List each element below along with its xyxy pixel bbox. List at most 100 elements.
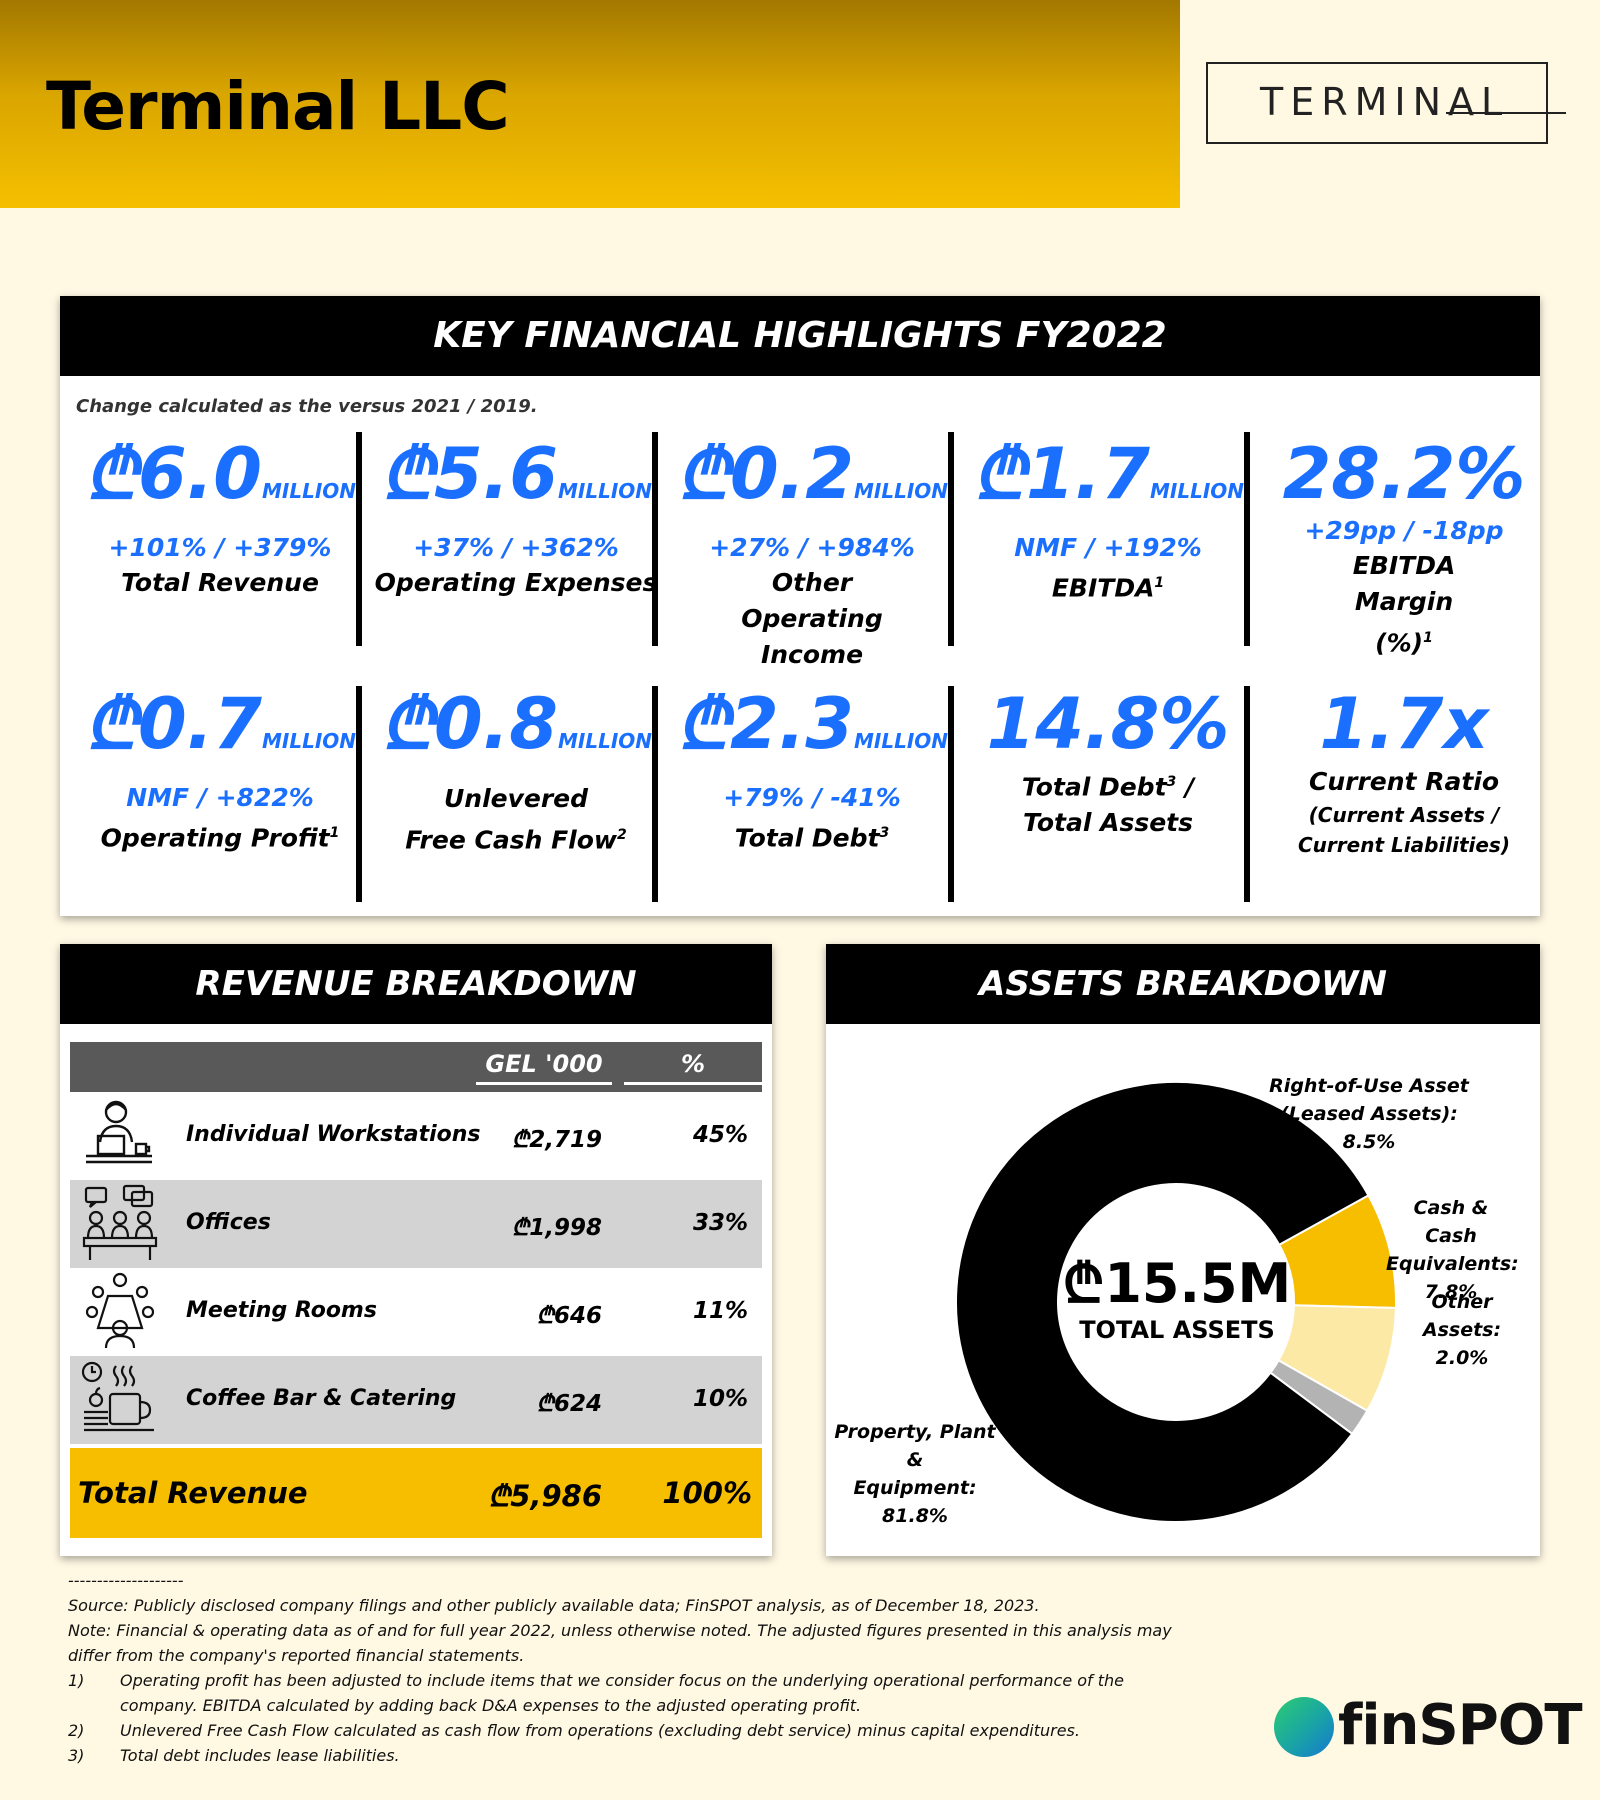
logo-text: TERMINAL — [1260, 80, 1510, 124]
total-pct: 100% — [662, 1476, 752, 1510]
metric-label: Operating Expenses — [374, 568, 658, 597]
metric-unlevered-fcf: ₾0.8MILLION Unlevered Free Cash Flow2 — [368, 684, 664, 858]
row-pct: 10% — [692, 1386, 748, 1412]
metric-operating-profit: ₾0.7MILLION NMF / +822% Operating Profit… — [72, 684, 368, 856]
metric-ebitda-margin: 28.2% +29pp / -18pp EBITDA Margin (%)1 — [1256, 434, 1552, 661]
metric-label: EBITDA1 — [1051, 573, 1165, 603]
metric-label-line1: Total Debt3 / — [1021, 772, 1195, 802]
label-ppe: Property, Plant & Equipment: 81.8% — [834, 1421, 996, 1527]
metric-value: ₾2.3MILLION — [676, 683, 948, 765]
metric-value: 1.7x — [1319, 683, 1489, 765]
metric-value: ₾0.2MILLION — [676, 433, 948, 515]
metric-value: ₾6.0MILLION — [84, 433, 356, 515]
metric-change: +27% / +984% — [709, 533, 915, 562]
footnotes: -------------------- Source: Publicly di… — [68, 1568, 1248, 1768]
row-name: Coffee Bar & Catering — [186, 1386, 457, 1411]
revenue-total-row: Total Revenue ₾5,986 100% — [70, 1448, 762, 1538]
revenue-table: GEL '000 % Individual Workstations ₾2,71… — [70, 1042, 762, 1538]
metric-label: Operating Profit1 — [100, 823, 340, 853]
metric-label: Total Assets — [1023, 808, 1193, 838]
donut-slice-property-plant-equipment — [955, 1081, 1370, 1523]
divider — [652, 686, 658, 902]
footnote-3: 3) Total debt includes lease liabilities… — [68, 1746, 400, 1765]
divider — [948, 686, 954, 902]
meeting-room-icon — [85, 1272, 155, 1349]
metric-total-revenue: ₾6.0MILLION +101% / +379% Total Revenue — [72, 434, 368, 601]
donut-center-value: ₾15.5M — [1062, 1252, 1292, 1315]
row-value: ₾624 — [536, 1391, 602, 1417]
metric-value: 28.2% — [1282, 433, 1526, 515]
metric-label: Total Revenue — [121, 568, 319, 597]
footnote-rule: -------------------- — [68, 1571, 184, 1590]
assets-breakdown-panel: ASSETS BREAKDOWN ₾15.5M TOTAL ASSETS Rig… — [826, 944, 1540, 1556]
logo-underline — [1446, 112, 1566, 114]
footnote-note-line1: Note: Financial & operating data as of a… — [68, 1621, 1172, 1640]
metric-change: NMF / +822% — [126, 783, 314, 812]
assets-title: ASSETS BREAKDOWN — [826, 944, 1540, 1024]
label-other-assets: Other Assets: 2.0% — [1422, 1291, 1502, 1369]
metric-value: ₾0.7MILLION — [84, 683, 356, 765]
metric-change: +29pp / -18pp — [1304, 516, 1504, 545]
metric-operating-expenses: ₾5.6MILLION +37% / +362% Operating Expen… — [368, 434, 664, 601]
revenue-breakdown-panel: REVENUE BREAKDOWN GEL '000 % Individual … — [60, 944, 772, 1556]
metric-label-line1: Current Ratio — [1308, 767, 1500, 796]
footnote-1: 1) Operating profit has been adjusted to… — [68, 1671, 1125, 1715]
metric-value: ₾5.6MILLION — [380, 433, 652, 515]
metric-value: ₾1.7MILLION — [972, 433, 1244, 515]
metric-label: Other Operating Income — [741, 568, 883, 669]
divider — [356, 432, 362, 646]
donut-center-label: TOTAL ASSETS — [1079, 1316, 1275, 1344]
assets-donut-chart — [955, 1081, 1397, 1523]
metric-change: NMF / +192% — [1014, 533, 1202, 562]
table-row: Coffee Bar & Catering ₾624 10% — [70, 1356, 762, 1444]
offices-icon — [82, 1184, 158, 1260]
row-name: Offices — [186, 1210, 271, 1235]
divider — [1244, 686, 1250, 902]
row-pct: 11% — [692, 1298, 748, 1324]
finspot-circle-icon — [1274, 1697, 1334, 1757]
metric-label-line1: Unlevered — [443, 784, 589, 813]
finspot-wordmark: finSPOT — [1338, 1693, 1583, 1758]
total-name: Total Revenue — [78, 1476, 308, 1510]
company-title: Terminal LLC — [46, 68, 510, 145]
divider — [652, 432, 658, 646]
metric-sub1: (Current Assets / — [1308, 803, 1500, 827]
row-name: Individual Workstations — [186, 1122, 481, 1147]
revenue-title: REVENUE BREAKDOWN — [60, 944, 772, 1024]
divider — [356, 686, 362, 902]
metric-ebitda: ₾1.7MILLION NMF / +192% EBITDA1 — [960, 434, 1256, 606]
table-row: Offices ₾1,998 33% — [70, 1180, 762, 1268]
divider — [1244, 432, 1250, 646]
header-banner: Terminal LLC — [0, 0, 1180, 208]
row-pct: 45% — [692, 1122, 748, 1148]
metric-debt-to-assets: 14.8% Total Debt3 / Total Assets — [960, 684, 1256, 841]
metric-change: +37% / +362% — [413, 533, 619, 562]
row-pct: 33% — [692, 1210, 748, 1236]
highlights-note: Change calculated as the versus 2021 / 2… — [76, 396, 538, 417]
metric-change: +101% / +379% — [108, 533, 332, 562]
metric-value: ₾0.8MILLION — [380, 683, 652, 765]
footnote-2: 2) Unlevered Free Cash Flow calculated a… — [68, 1721, 1080, 1740]
metric-label: EBITDA Margin (%)1 — [1352, 551, 1456, 658]
divider — [948, 432, 954, 646]
table-row: Meeting Rooms ₾646 11% — [70, 1268, 762, 1356]
row-name: Meeting Rooms — [186, 1298, 377, 1323]
row-value: ₾646 — [536, 1303, 602, 1329]
footnote-source: Source: Publicly disclosed company filin… — [68, 1596, 1040, 1615]
footnote-note-line2: differ from the company's reported finan… — [68, 1646, 525, 1665]
key-financial-highlights-panel: KEY FINANCIAL HIGHLIGHTS FY2022 Change c… — [60, 296, 1540, 916]
table-row: Individual Workstations ₾2,719 45% — [70, 1092, 762, 1180]
metric-value: 14.8% — [986, 683, 1230, 765]
terminal-logo: TERMINAL — [1206, 62, 1566, 144]
col-header-value: GEL '000 — [476, 1050, 612, 1085]
metric-other-operating-income: ₾0.2MILLION +27% / +984% Other Operating… — [664, 434, 960, 673]
highlights-title: KEY FINANCIAL HIGHLIGHTS FY2022 — [60, 296, 1540, 376]
metric-total-debt: ₾2.3MILLION +79% / -41% Total Debt3 — [664, 684, 960, 856]
metric-current-ratio: 1.7x Current Ratio (Current Assets / Cur… — [1256, 684, 1552, 860]
coffee-icon — [81, 1361, 154, 1432]
row-value: ₾1,998 — [511, 1215, 602, 1241]
label-right-of-use: Right-of-Use Asset (Leased Assets): 8.5% — [1269, 1075, 1469, 1153]
metric-label: Total Debt3 — [734, 823, 890, 853]
revenue-table-header: GEL '000 % — [70, 1042, 762, 1092]
metric-label: Free Cash Flow2 — [405, 825, 627, 855]
